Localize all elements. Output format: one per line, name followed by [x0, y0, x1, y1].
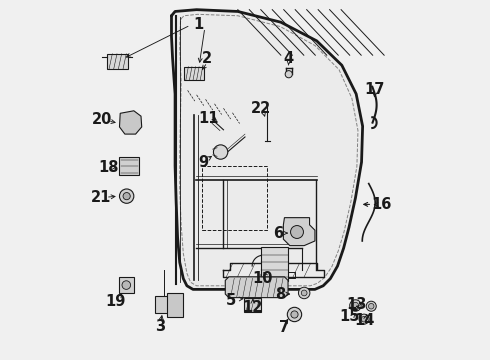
Circle shape [291, 311, 298, 318]
Text: 11: 11 [198, 111, 219, 126]
Text: 14: 14 [354, 313, 374, 328]
Text: 4: 4 [283, 51, 293, 66]
Circle shape [120, 189, 134, 203]
Circle shape [285, 71, 293, 78]
Bar [107, 54, 128, 69]
Text: 3: 3 [154, 319, 165, 334]
Bar [119, 277, 134, 293]
Polygon shape [283, 218, 315, 246]
Bar [261, 247, 288, 281]
Circle shape [123, 193, 130, 200]
Text: 6: 6 [273, 226, 283, 240]
Circle shape [214, 145, 228, 159]
Polygon shape [120, 111, 142, 134]
Circle shape [301, 290, 307, 296]
Text: 13: 13 [347, 297, 367, 312]
Circle shape [359, 314, 369, 324]
Text: 20: 20 [92, 112, 113, 127]
Polygon shape [225, 277, 288, 298]
Polygon shape [172, 10, 363, 289]
Text: 7: 7 [279, 320, 290, 334]
Text: 8: 8 [275, 287, 285, 302]
Bar [245, 298, 262, 312]
Bar [155, 296, 174, 314]
Bar [167, 293, 183, 317]
Circle shape [350, 300, 361, 311]
Bar [184, 67, 204, 80]
Circle shape [287, 307, 302, 321]
Text: 17: 17 [365, 82, 385, 97]
Text: 22: 22 [251, 102, 271, 117]
Text: 10: 10 [253, 271, 273, 286]
Circle shape [298, 287, 310, 299]
Text: 1: 1 [193, 17, 203, 32]
Circle shape [366, 301, 376, 311]
Text: 15: 15 [340, 309, 360, 324]
Text: 9: 9 [199, 155, 209, 170]
Bar [120, 157, 139, 175]
Circle shape [122, 281, 131, 289]
Text: 21: 21 [91, 190, 112, 205]
Text: 2: 2 [202, 51, 212, 66]
Text: 12: 12 [243, 300, 263, 315]
Text: 16: 16 [371, 197, 392, 212]
Circle shape [361, 316, 367, 322]
Bar [202, 166, 267, 230]
Circle shape [291, 226, 303, 238]
Circle shape [352, 302, 359, 309]
Text: 18: 18 [98, 160, 119, 175]
Text: 5: 5 [225, 293, 236, 308]
Circle shape [368, 303, 374, 309]
Text: 19: 19 [106, 294, 126, 309]
